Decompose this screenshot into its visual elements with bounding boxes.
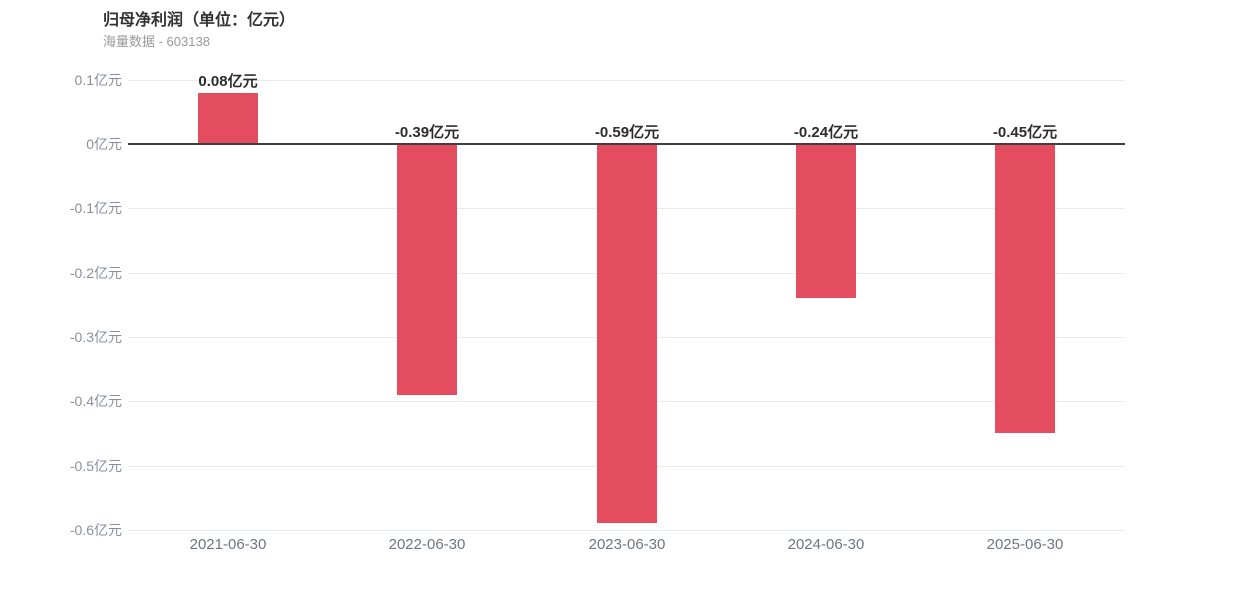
y-axis-label: 0亿元 <box>86 136 122 152</box>
y-axis-label: -0.2亿元 <box>69 265 122 281</box>
x-axis-label: 2021-06-30 <box>189 536 267 553</box>
zero-axis-line <box>128 143 1125 145</box>
y-axis-label: -0.4亿元 <box>69 393 122 409</box>
y-axis-label: -0.6亿元 <box>69 522 122 538</box>
bar-value-label: -0.59亿元 <box>594 124 660 141</box>
y-axis-label: -0.3亿元 <box>69 329 122 345</box>
bar-value-label: 0.08亿元 <box>198 73 258 90</box>
y-axis-label: -0.5亿元 <box>69 458 122 474</box>
chart-title: 归母净利润（单位：亿元） <box>103 12 296 29</box>
chart-subtitle: 海量数据 - 603138 <box>103 34 210 49</box>
x-axis-label: 2024-06-30 <box>787 536 865 553</box>
x-axis-label: 2022-06-30 <box>388 536 466 553</box>
bar-value-label: -0.39亿元 <box>394 124 460 141</box>
grid-line <box>128 80 1125 81</box>
bar[interactable] <box>198 93 258 143</box>
bar[interactable] <box>796 145 856 298</box>
bar[interactable] <box>597 145 657 523</box>
bar[interactable] <box>995 145 1055 433</box>
grid-line <box>128 530 1125 531</box>
bar[interactable] <box>397 145 457 395</box>
bar-value-label: -0.24亿元 <box>793 124 859 141</box>
x-axis-label: 2023-06-30 <box>588 536 666 553</box>
bar-value-label: -0.45亿元 <box>992 124 1058 141</box>
x-axis-label: 2025-06-30 <box>986 536 1064 553</box>
y-axis-label: -0.1亿元 <box>69 200 122 216</box>
y-axis-label: 0.1亿元 <box>74 72 122 88</box>
